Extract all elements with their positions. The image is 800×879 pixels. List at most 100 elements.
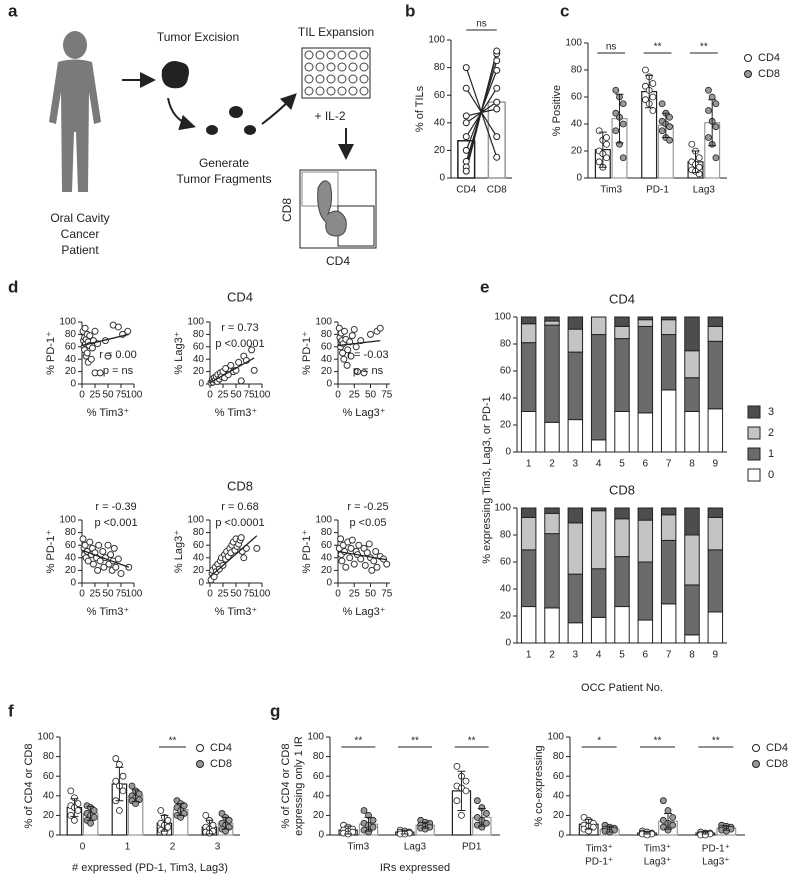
bar-segment xyxy=(707,340,724,410)
bar-segment xyxy=(520,549,537,608)
legend-swatch xyxy=(747,426,761,440)
y-tick-label: 100 xyxy=(59,515,76,526)
error-bar xyxy=(584,818,593,830)
data-point xyxy=(462,146,470,154)
bar-segment xyxy=(567,622,584,644)
data-point xyxy=(347,544,355,552)
data-point xyxy=(116,807,123,814)
y-tick-label: 40 xyxy=(65,354,77,365)
error-bar xyxy=(131,789,140,803)
panel-label: e xyxy=(480,277,489,296)
bar-segment xyxy=(590,568,607,618)
data-point xyxy=(67,787,75,795)
x-tick-label: 7 xyxy=(666,459,672,470)
data-point xyxy=(360,369,368,377)
data-point xyxy=(705,86,712,94)
annotation: r = -0.25 xyxy=(347,501,388,513)
data-point xyxy=(493,47,501,55)
error-bar xyxy=(661,112,670,138)
bar-segment xyxy=(520,606,537,644)
y-tick-label: 40 xyxy=(434,117,446,128)
data-point xyxy=(493,105,501,113)
y-tick-label: 80 xyxy=(571,65,583,76)
bar-segment xyxy=(707,611,724,644)
significance-label: * xyxy=(597,736,601,747)
y-tick-label: 0 xyxy=(439,173,445,184)
step-label: Tumor Fragments xyxy=(177,172,272,186)
data-point xyxy=(235,358,243,366)
data-point xyxy=(202,812,210,819)
arrow xyxy=(167,97,196,131)
bar-segment xyxy=(614,606,630,644)
y-tick-label: 60 xyxy=(321,341,333,352)
data-point xyxy=(119,787,127,795)
well xyxy=(304,86,314,96)
data-point xyxy=(81,541,89,549)
well xyxy=(359,86,369,96)
x-tick-label: 3 xyxy=(573,459,579,470)
bar-segment xyxy=(614,411,630,453)
data-point xyxy=(619,100,627,108)
x-tick-label: 6 xyxy=(643,650,649,661)
data-point xyxy=(453,797,461,805)
x-axis-label: % Tim3⁺ xyxy=(87,606,130,618)
bar-segment xyxy=(660,539,677,605)
error-bar xyxy=(364,816,373,832)
x-tick-label: 25 xyxy=(89,390,101,401)
data-point xyxy=(369,816,377,824)
y-axis-label: % of CD4 or CD8 xyxy=(280,744,292,829)
y-tick-label: 0 xyxy=(326,578,332,589)
y-tick-label: 80 xyxy=(65,527,77,538)
data-point xyxy=(493,84,501,92)
y-tick-label: 100 xyxy=(187,515,204,526)
significance-label: ** xyxy=(712,736,720,747)
y-tick-label: 60 xyxy=(65,341,77,352)
y-tick-label: 100 xyxy=(307,732,324,743)
y-tick-label: 100 xyxy=(565,38,582,49)
data-point xyxy=(342,563,350,571)
data-point xyxy=(383,560,391,568)
data-point xyxy=(350,325,358,333)
data-point xyxy=(88,344,96,352)
x-axis-label: % Tim3⁺ xyxy=(87,407,130,419)
legend-label: CD4 xyxy=(766,742,788,754)
data-point xyxy=(343,361,351,369)
x-tick-label: 1 xyxy=(526,650,532,661)
x-axis-label: OCC Patient No. xyxy=(581,682,663,694)
y-tick-label: 100 xyxy=(37,732,54,743)
error-bar xyxy=(457,770,466,811)
x-tick-label: 3 xyxy=(573,650,579,661)
data-point xyxy=(248,346,256,354)
data-point xyxy=(71,816,78,824)
data-point xyxy=(368,566,376,574)
data-point xyxy=(348,332,356,340)
chart-title: CD8 xyxy=(227,478,253,493)
x-tick-label: 5 xyxy=(619,650,625,661)
x-tick-label: PD-1⁺ xyxy=(702,844,730,855)
chart-title: CD8 xyxy=(609,482,635,497)
x-axis-label: # expressed (PD-1, Tim3, Lag3) xyxy=(72,862,228,874)
data-point xyxy=(619,120,627,128)
x-tick-label: 2 xyxy=(549,459,555,470)
x-axis-label: % Lag3⁺ xyxy=(342,407,385,419)
y-tick-label: 80 xyxy=(43,751,55,762)
data-point xyxy=(104,352,112,360)
significance-label: ** xyxy=(700,42,708,53)
x-tick-label: 75 xyxy=(243,589,255,600)
x-tick-label: PD-1 xyxy=(646,185,669,196)
bar-segment xyxy=(660,389,677,453)
annotation: r = 0.00 xyxy=(99,349,137,361)
bar-segment xyxy=(660,514,677,541)
error-bar xyxy=(691,150,700,174)
fragment xyxy=(206,125,218,135)
data-point xyxy=(372,548,380,555)
data-point xyxy=(99,548,107,555)
legend-swatch xyxy=(747,405,761,419)
error-bar xyxy=(645,74,654,109)
y-tick-label: 0 xyxy=(70,578,76,589)
legend-swatch xyxy=(747,468,761,482)
y-tick-label: 0 xyxy=(318,830,324,841)
legend-label: CD8 xyxy=(766,758,788,770)
bar-segment xyxy=(614,518,630,558)
y-axis-label: % Lag3⁺ xyxy=(173,331,185,374)
